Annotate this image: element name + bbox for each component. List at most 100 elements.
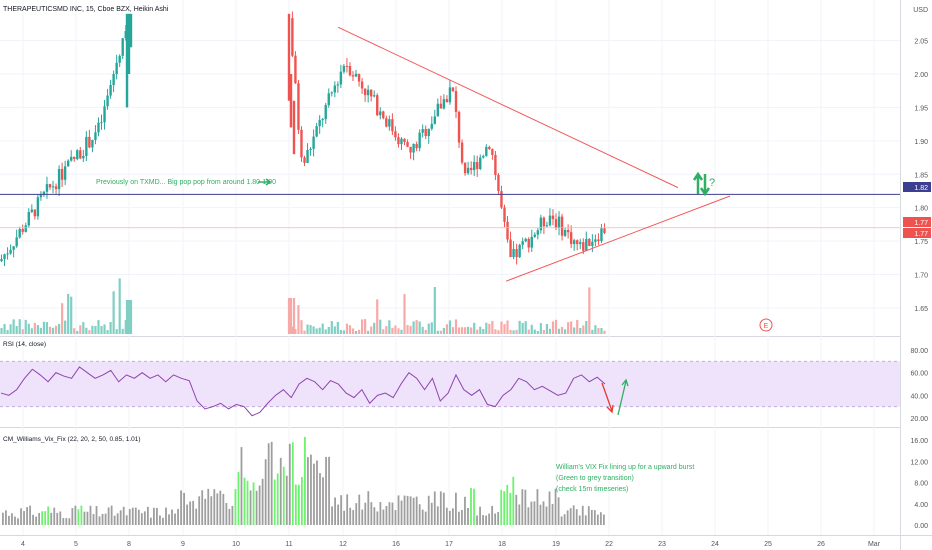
vix-bar bbox=[201, 490, 204, 525]
rsi-tick-label: 60.00 bbox=[910, 371, 928, 378]
vix-bar bbox=[95, 506, 98, 525]
candle-body bbox=[12, 246, 15, 250]
candle-body bbox=[306, 149, 309, 163]
vix-bar bbox=[400, 500, 403, 525]
volume-bar bbox=[512, 330, 515, 334]
candle-body bbox=[100, 122, 103, 124]
candle-body bbox=[572, 240, 576, 245]
price-tick-label: 1.65 bbox=[914, 306, 928, 313]
candle-body bbox=[539, 217, 543, 231]
vix-bar bbox=[53, 507, 56, 525]
candle-body bbox=[36, 197, 40, 217]
earnings-marker[interactable]: E bbox=[759, 318, 773, 332]
vix-bar bbox=[41, 511, 44, 525]
vix-bar bbox=[578, 515, 581, 525]
vix-bar bbox=[210, 496, 213, 525]
volume-bar bbox=[112, 291, 115, 334]
candle-body bbox=[57, 168, 61, 190]
candle-body bbox=[42, 191, 46, 195]
vix-bar bbox=[177, 508, 179, 525]
vix-bar bbox=[279, 457, 282, 525]
volume-bar bbox=[42, 321, 46, 334]
vix-bar bbox=[26, 507, 28, 525]
candle-body bbox=[500, 191, 503, 208]
vix-bar bbox=[189, 501, 192, 525]
candle-body bbox=[482, 155, 485, 158]
volume-bar bbox=[524, 321, 527, 334]
vix-bar bbox=[581, 505, 584, 525]
volume-bar bbox=[603, 330, 606, 334]
vix-bar bbox=[557, 497, 560, 525]
vix-bar bbox=[32, 514, 34, 525]
vix-bar bbox=[599, 512, 602, 525]
date-tick-label: 24 bbox=[711, 541, 719, 548]
candle-body bbox=[342, 65, 346, 72]
vix-bar bbox=[533, 501, 536, 525]
volume-bar bbox=[473, 322, 476, 334]
rsi-tick-label: 20.00 bbox=[910, 416, 928, 423]
vix-bar bbox=[524, 489, 527, 525]
vix-bar bbox=[521, 489, 524, 525]
vix-bar bbox=[439, 491, 442, 525]
vix-bar bbox=[153, 507, 155, 525]
volume-bar bbox=[129, 300, 133, 334]
candle-body bbox=[391, 119, 394, 132]
vix-bar bbox=[548, 491, 551, 525]
rsi-tick-label: 40.00 bbox=[910, 393, 928, 400]
vix-bar bbox=[17, 518, 19, 525]
candle-body bbox=[591, 241, 594, 246]
volume-bar bbox=[360, 319, 364, 334]
symbol-title: THERAPEUTICSMD INC, 15, Cboe BZX, Heikin… bbox=[3, 6, 169, 13]
candle-body bbox=[292, 100, 296, 155]
candle-body bbox=[518, 244, 521, 258]
vix-bar bbox=[515, 494, 518, 525]
vix-bar bbox=[461, 510, 463, 525]
volume-bar bbox=[100, 326, 103, 334]
last-price-b: 1.77 bbox=[914, 231, 928, 238]
vix-bar bbox=[388, 502, 391, 525]
price-tick-label: 1.85 bbox=[914, 172, 928, 179]
vix-bar bbox=[165, 507, 167, 525]
volume-bar bbox=[385, 326, 388, 334]
volume-bar bbox=[61, 303, 64, 334]
vix-bar bbox=[373, 507, 376, 525]
candle-body bbox=[542, 217, 546, 227]
volume-bar bbox=[339, 329, 342, 334]
volume-bar bbox=[67, 293, 70, 334]
date-tick-label: 11 bbox=[285, 541, 292, 548]
vix-bar bbox=[451, 508, 454, 525]
date-tick-label: 19 bbox=[552, 541, 560, 548]
horizontal-level-value: 1.82 bbox=[914, 185, 928, 192]
vix-bar bbox=[497, 512, 500, 525]
volume-bar bbox=[482, 328, 485, 334]
volume-bar bbox=[554, 319, 558, 334]
candle-body bbox=[488, 146, 491, 150]
vix-bar bbox=[545, 506, 548, 525]
volume-bar bbox=[357, 329, 361, 334]
vix-bar bbox=[334, 497, 336, 525]
vix-bar bbox=[231, 505, 234, 525]
volume-bar bbox=[391, 327, 394, 334]
vix-bar bbox=[560, 516, 563, 525]
candle-body bbox=[357, 73, 361, 82]
date-tick-label: Mar bbox=[868, 541, 881, 548]
vix-bar bbox=[536, 489, 539, 525]
candle-body bbox=[406, 142, 409, 147]
vix-bar bbox=[237, 471, 240, 525]
volume-bar bbox=[373, 322, 376, 334]
candle-body bbox=[291, 18, 294, 56]
candle-body bbox=[445, 99, 449, 103]
volume-bar bbox=[533, 329, 536, 334]
vix-bar bbox=[149, 517, 152, 525]
vix-bar bbox=[406, 495, 409, 525]
vix-bar bbox=[255, 490, 258, 525]
candle-body bbox=[560, 216, 564, 236]
candle-body bbox=[3, 254, 6, 260]
candle-body bbox=[300, 129, 303, 158]
candle-body bbox=[442, 99, 446, 109]
vix-bar bbox=[234, 489, 237, 525]
vix-bar bbox=[379, 502, 382, 525]
vix-bar bbox=[385, 505, 388, 525]
last-price-badge-b: 1.77 bbox=[903, 228, 931, 238]
